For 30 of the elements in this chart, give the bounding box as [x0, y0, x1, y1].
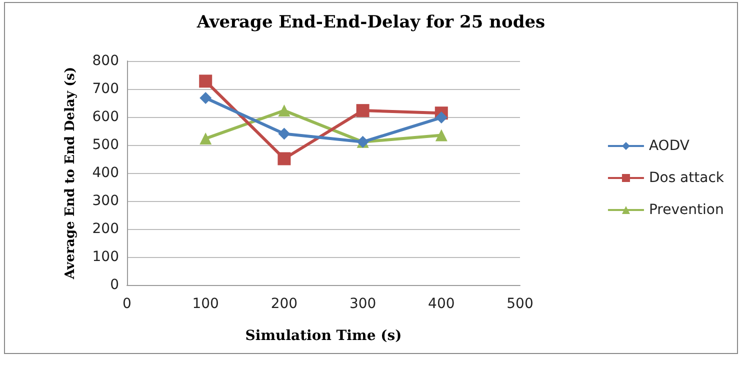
y-tick-label: 0: [110, 277, 119, 293]
point: [200, 92, 212, 104]
point: [435, 129, 448, 142]
point: [278, 104, 290, 117]
legend-label: Dos attack: [648, 170, 725, 186]
point: [278, 128, 290, 140]
y-tick-label: 500: [92, 137, 119, 153]
x-tick-label: 0: [122, 296, 132, 312]
y-tick-label: 100: [92, 249, 119, 265]
x-tick-label: 300: [349, 296, 376, 312]
y-tick-label: 700: [92, 81, 119, 97]
y-tick-label: 400: [92, 165, 119, 181]
x-tick-label: 400: [428, 296, 455, 312]
point: [356, 104, 370, 118]
y-tick-label: 800: [92, 53, 119, 69]
point: [199, 74, 212, 88]
point: [278, 152, 291, 166]
point: [435, 112, 448, 124]
chart-title: Average End-End-Delay for 25 nodes: [196, 12, 546, 32]
y-tick-label: 200: [92, 221, 119, 237]
x-axis-title: Simulation Time (s): [245, 328, 402, 344]
x-tick-label: 100: [192, 296, 219, 312]
legend-label: AODV: [648, 138, 690, 154]
point: [200, 132, 212, 145]
y-axis-title: Average End to End Delay (s): [63, 66, 78, 280]
x-tick-label: 500: [506, 296, 534, 312]
x-tick-label: 200: [270, 296, 298, 312]
legend-label: Prevention: [648, 202, 724, 218]
y-tick-label: 600: [92, 109, 119, 125]
y-tick-label: 300: [92, 193, 119, 209]
